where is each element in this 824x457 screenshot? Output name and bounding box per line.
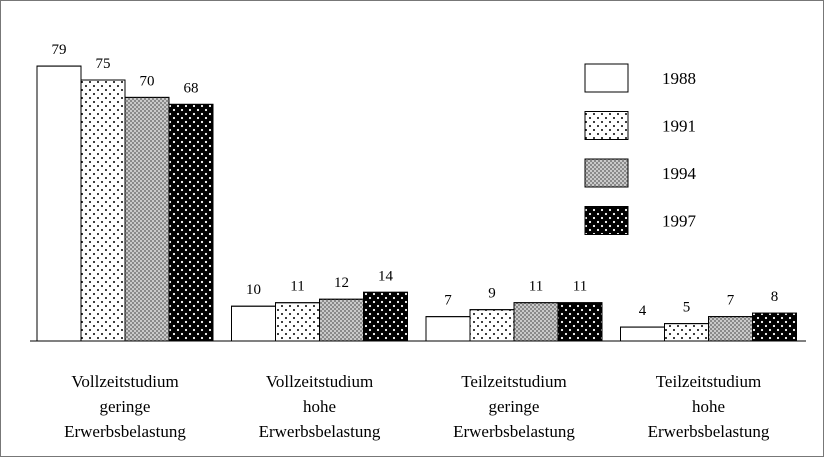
x-tick-label-line: Erwerbsbelastung bbox=[64, 422, 186, 441]
value-label: 8 bbox=[771, 289, 779, 305]
bar bbox=[231, 305, 276, 342]
bar-pattern bbox=[620, 326, 665, 342]
bar-pattern bbox=[664, 323, 709, 342]
value-label: 11 bbox=[290, 279, 304, 295]
value-label: 7 bbox=[444, 293, 452, 309]
bar-pattern bbox=[231, 305, 276, 342]
bar-pattern bbox=[584, 111, 629, 140]
value-label: 9 bbox=[488, 286, 496, 302]
value-label: 68 bbox=[184, 80, 199, 96]
bar-pattern bbox=[80, 79, 126, 342]
x-tick-label-line: Erwerbsbelastung bbox=[648, 422, 770, 441]
bar-pattern bbox=[584, 206, 629, 235]
value-label: 79 bbox=[52, 42, 67, 58]
bar bbox=[363, 291, 408, 342]
value-label: 11 bbox=[529, 279, 543, 295]
legend-label: 1991 bbox=[662, 117, 696, 136]
value-label: 5 bbox=[683, 300, 691, 316]
value-label: 14 bbox=[378, 268, 394, 284]
x-tick-label-line: Vollzeitstudium bbox=[71, 372, 178, 391]
bar bbox=[469, 309, 515, 342]
bar bbox=[513, 302, 559, 342]
bar-pattern bbox=[275, 302, 320, 342]
value-label: 4 bbox=[639, 303, 647, 319]
bar bbox=[708, 316, 753, 342]
x-tick-label: Teilzeitstudium hohe Erwerbsbelastung bbox=[648, 372, 770, 441]
x-tick-label-line: Erwerbsbelastung bbox=[259, 422, 381, 441]
x-tick-label-line: Teilzeitstudium bbox=[461, 372, 567, 391]
bar-pattern bbox=[319, 298, 364, 342]
legend-swatch bbox=[584, 63, 629, 93]
bar bbox=[80, 79, 126, 342]
x-tick-label-line: Erwerbsbelastung bbox=[453, 422, 575, 441]
bar bbox=[319, 298, 364, 342]
x-tick-label-line: Vollzeitstudium bbox=[266, 372, 373, 391]
x-tick-label-line: Teilzeitstudium bbox=[656, 372, 762, 391]
legend-label: 1997 bbox=[662, 212, 697, 231]
legend-swatch bbox=[584, 111, 629, 140]
bar bbox=[275, 302, 320, 342]
value-label: 75 bbox=[96, 56, 111, 72]
bar-pattern bbox=[513, 302, 559, 342]
legend-swatch bbox=[584, 206, 629, 235]
value-label: 11 bbox=[573, 279, 587, 295]
bar-pattern bbox=[752, 312, 797, 342]
x-tick-label-line: geringe bbox=[489, 397, 540, 416]
legend-swatch bbox=[584, 158, 629, 188]
bar-pattern bbox=[708, 316, 753, 342]
bar-pattern bbox=[363, 291, 408, 342]
bar bbox=[557, 302, 603, 342]
bar bbox=[124, 96, 170, 342]
x-tick-label: Teilzeitstudium geringe Erwerbsbelastung bbox=[453, 372, 575, 441]
value-label: 10 bbox=[246, 282, 261, 298]
bar-pattern bbox=[425, 316, 471, 342]
bar-pattern bbox=[36, 65, 82, 342]
bar bbox=[664, 323, 709, 342]
bar bbox=[620, 326, 665, 342]
x-tick-label-line: geringe bbox=[100, 397, 151, 416]
x-tick-label: Vollzeitstudium hohe Erwerbsbelastung bbox=[259, 372, 381, 441]
legend-label: 1988 bbox=[662, 69, 696, 88]
bar-pattern bbox=[557, 302, 603, 342]
value-label: 12 bbox=[334, 275, 349, 291]
bar bbox=[425, 316, 471, 342]
x-tick-label-line: hohe bbox=[303, 397, 336, 416]
value-label: 7 bbox=[727, 293, 735, 309]
bar bbox=[36, 65, 82, 342]
bar-pattern bbox=[124, 96, 170, 342]
bar-pattern bbox=[584, 63, 629, 93]
bar-pattern bbox=[168, 103, 214, 342]
bar bbox=[752, 312, 797, 342]
x-tick-label-line: hohe bbox=[692, 397, 725, 416]
bar-pattern bbox=[584, 158, 629, 188]
bar-pattern bbox=[469, 309, 515, 342]
legend-label: 1994 bbox=[662, 164, 697, 183]
x-tick-label: Vollzeitstudium geringe Erwerbsbelastung bbox=[64, 372, 186, 441]
value-label: 70 bbox=[140, 73, 155, 89]
bar bbox=[168, 103, 214, 342]
